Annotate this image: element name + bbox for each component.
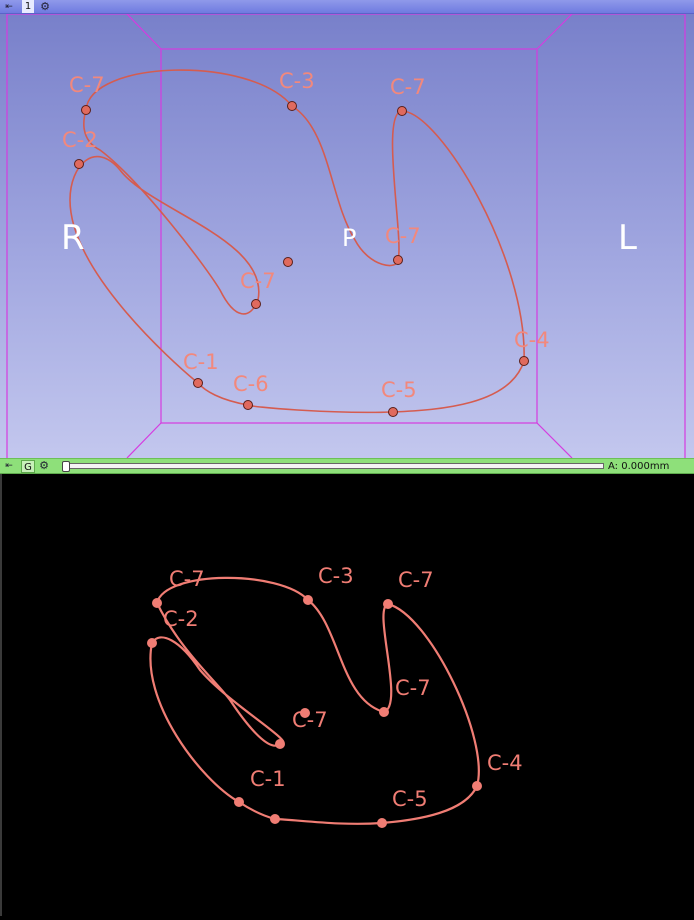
link-toggle-button[interactable]: G xyxy=(21,460,35,473)
box-back-face xyxy=(160,48,538,424)
point-label: C-5 xyxy=(381,378,417,402)
point-label: C-7 xyxy=(69,73,105,97)
slice-view-canvas[interactable]: C-7 C-3 C-7 C-2 C-7 C-7 C-1 C-5 C-4 xyxy=(0,474,694,916)
curve-3d xyxy=(69,69,525,414)
point-label: C-7 xyxy=(169,567,205,591)
bounding-box xyxy=(6,14,686,458)
control-point[interactable] xyxy=(251,299,261,309)
slider-handle[interactable] xyxy=(62,461,70,472)
control-point[interactable] xyxy=(397,106,407,116)
point-label: C-2 xyxy=(62,128,98,152)
control-point[interactable] xyxy=(303,595,313,605)
point-label: C-7 xyxy=(240,269,276,293)
curve-2d xyxy=(149,576,480,825)
point-label: C-3 xyxy=(279,69,315,93)
control-point[interactable] xyxy=(283,257,293,267)
view3d-panel[interactable]: C-7 C-3 C-7 C-2 C-7 C-7 C-1 C-6 C-5 C-4 … xyxy=(0,14,694,458)
orientation-label-right: R xyxy=(61,218,85,258)
point-label: C-4 xyxy=(514,328,550,352)
view3d-toolbar: ⇤ 1 ⚙ xyxy=(0,0,694,14)
slice-offset-slider[interactable] xyxy=(62,463,604,469)
view-number-label[interactable]: 1 xyxy=(22,0,34,13)
box-edge xyxy=(126,422,162,458)
point-label: C-5 xyxy=(392,787,428,811)
box-edge xyxy=(536,422,573,458)
point-label: C-2 xyxy=(163,607,199,631)
orientation-label-left: L xyxy=(618,218,637,258)
control-point[interactable] xyxy=(193,378,203,388)
point-label: C-3 xyxy=(318,564,354,588)
slice-offset-readout: A: 0.000mm xyxy=(608,460,692,473)
control-point[interactable] xyxy=(388,407,398,417)
slice-view-panel[interactable]: C-7 C-3 C-7 C-2 C-7 C-7 C-1 C-5 C-4 xyxy=(0,474,694,916)
box-outer-frame xyxy=(6,14,686,458)
point-label: C-4 xyxy=(487,751,523,775)
settings-icon[interactable]: ⚙ xyxy=(40,0,50,13)
point-label: C-6 xyxy=(233,372,269,396)
point-label: C-7 xyxy=(398,568,434,592)
control-points-2d xyxy=(147,595,482,828)
point-label: C-7 xyxy=(390,75,426,99)
control-point[interactable] xyxy=(519,356,529,366)
orientation-label-posterior: P xyxy=(342,224,357,252)
control-point[interactable] xyxy=(275,739,285,749)
control-point[interactable] xyxy=(287,101,297,111)
box-edge xyxy=(126,14,162,50)
point-label: C-7 xyxy=(385,224,421,248)
control-point[interactable] xyxy=(243,400,253,410)
settings-icon[interactable]: ⚙ xyxy=(39,459,49,472)
control-points xyxy=(74,101,529,417)
control-point[interactable] xyxy=(472,781,482,791)
point-label: C-1 xyxy=(183,350,219,374)
control-point[interactable] xyxy=(300,708,310,718)
control-point[interactable] xyxy=(383,599,393,609)
pin-icon[interactable]: ⇤ xyxy=(5,461,13,471)
view3d-canvas[interactable]: C-7 C-3 C-7 C-2 C-7 C-7 C-1 C-6 C-5 C-4 xyxy=(0,14,694,458)
control-point[interactable] xyxy=(377,818,387,828)
point-labels-3d: C-7 C-3 C-7 C-2 C-7 C-7 C-1 C-6 C-5 C-4 xyxy=(62,69,550,402)
pin-icon[interactable]: ⇤ xyxy=(5,2,13,12)
slice-controller-bar: ⇤ G ⚙ A: 0.000mm xyxy=(0,458,694,474)
point-labels-2d: C-7 C-3 C-7 C-2 C-7 C-7 C-1 C-5 C-4 xyxy=(163,564,523,811)
point-label: C-1 xyxy=(250,767,286,791)
control-point[interactable] xyxy=(393,255,403,265)
control-point[interactable] xyxy=(147,638,157,648)
point-label: C-7 xyxy=(395,676,431,700)
box-edge xyxy=(536,14,573,50)
control-point[interactable] xyxy=(379,707,389,717)
control-point[interactable] xyxy=(234,797,244,807)
control-point[interactable] xyxy=(81,105,91,115)
control-point[interactable] xyxy=(152,598,162,608)
control-point[interactable] xyxy=(74,159,84,169)
control-point[interactable] xyxy=(270,814,280,824)
point-label: C-7 xyxy=(292,708,328,732)
